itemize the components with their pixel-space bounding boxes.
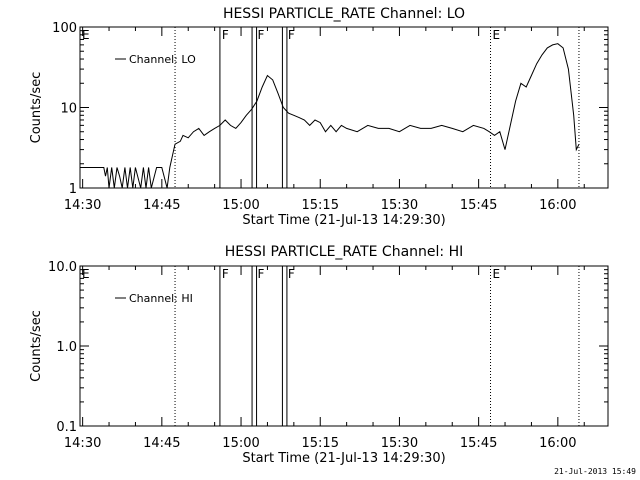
x-tick-label: 16:00 [539, 198, 576, 213]
y-tick-label: 1.0 [56, 340, 77, 355]
footer-timestamp: 21-Jul-2013 15:49 [554, 467, 636, 476]
y-tick-label: 0.1 [56, 420, 77, 435]
legend-label: Channel: LO [129, 53, 196, 66]
x-axis-label: Start Time (21-Jul-13 14:29:30) [242, 451, 445, 466]
plot-frame [79, 265, 609, 427]
y-axis-label: Counts/sec [29, 72, 44, 144]
event-marker-label: F [222, 267, 229, 281]
x-tick-label: 15:00 [222, 198, 259, 213]
hi-channel-panel: HESSI PARTICLE_RATE Channel: HI 0.1 1.0 10.… [29, 244, 609, 466]
y-tick-label: 10.0 [48, 260, 77, 275]
x-tick-label: 15:45 [460, 436, 497, 451]
x-tick-label: 15:45 [460, 198, 497, 213]
event-marker-label: F [258, 267, 265, 281]
legend-label: Channel: HI [129, 292, 193, 305]
x-tick-label: 15:30 [381, 198, 418, 213]
y-tick-label: 10 [60, 102, 77, 117]
event-marker-label: F [222, 28, 229, 42]
x-tick-label: 14:30 [64, 198, 101, 213]
chart-title: HESSI PARTICLE_RATE Channel: LO [223, 6, 465, 22]
x-axis-label: Start Time (21-Jul-13 14:29:30) [242, 213, 445, 228]
series-line [80, 43, 580, 189]
event-marker-label: E [493, 267, 501, 281]
x-tick-label: 14:45 [143, 436, 180, 451]
x-tick-label: 14:30 [64, 436, 101, 451]
event-marker-label: F [288, 28, 295, 42]
y-tick-label: 1 [69, 182, 77, 197]
x-tick-label: 15:00 [222, 436, 259, 451]
event-marker-label: E [82, 267, 90, 281]
plot-frame [79, 26, 609, 189]
chart-title: HESSI PARTICLE_RATE Channel: HI [225, 244, 463, 260]
x-tick-label: 15:15 [302, 436, 339, 451]
y-axis-label: Counts/sec [29, 310, 44, 382]
event-marker-label: E [82, 28, 90, 42]
lo-channel-panel: HESSI PARTICLE_RATE Channel: LO 1 10 100 14:… [29, 6, 609, 228]
x-tick-label: 15:15 [302, 198, 339, 213]
x-tick-label: 15:30 [381, 436, 418, 451]
event-marker-label: E [493, 28, 501, 42]
event-marker-label: F [288, 267, 295, 281]
y-tick-label: 100 [52, 21, 77, 36]
x-tick-label: 14:45 [143, 198, 180, 213]
x-tick-label: 16:00 [539, 436, 576, 451]
event-marker-label: F [258, 28, 265, 42]
